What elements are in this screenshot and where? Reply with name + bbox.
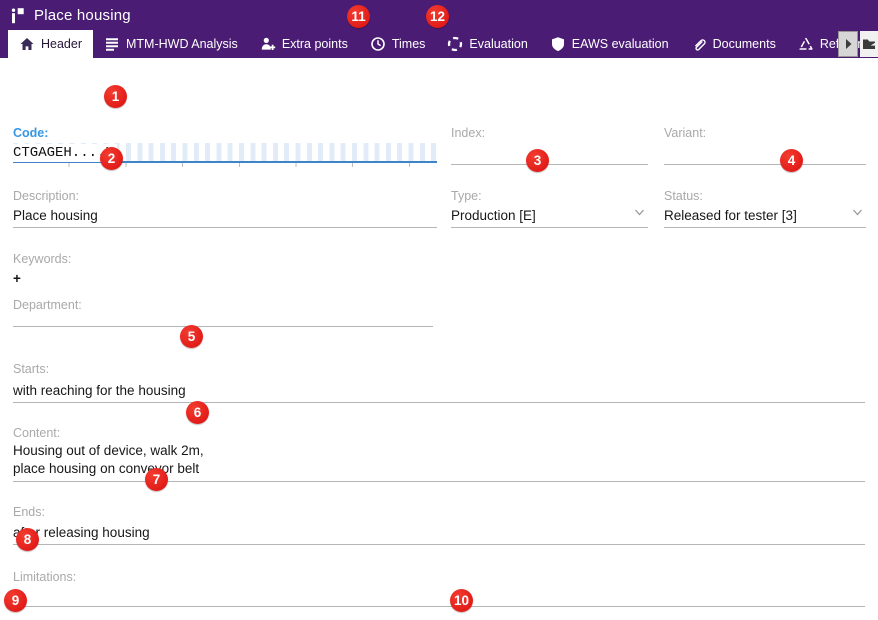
annotation-badge-4: 4 <box>780 149 803 172</box>
field-ends: Ends: after releasing housing <box>13 505 865 545</box>
annotation-badge-9: 9 <box>4 589 27 612</box>
description-input[interactable]: Place housing <box>13 208 98 223</box>
annotation-badge-5: 5 <box>180 325 203 348</box>
description-label: Description: <box>13 189 79 203</box>
recycle-triangle-icon <box>798 36 814 52</box>
annotation-badge-11: 11 <box>347 5 370 28</box>
field-description: Description: Place housing <box>13 189 437 228</box>
field-keywords: Keywords: + <box>13 252 437 288</box>
status-dropdown[interactable]: Released for tester [3] <box>664 208 797 223</box>
tab-label: Times <box>391 37 426 51</box>
tab-eaws-evaluation[interactable]: EAWS evaluation <box>539 30 680 58</box>
starts-label: Starts: <box>13 362 50 376</box>
field-index: Index: <box>451 126 648 165</box>
list-icon <box>104 36 120 52</box>
tab-label: MTM-HWD Analysis <box>126 37 238 51</box>
annotation-badge-2: 2 <box>100 147 123 170</box>
tab-header[interactable]: Header <box>8 30 93 58</box>
tab-label: Extra points <box>281 37 348 51</box>
tab-label: Header <box>41 37 82 51</box>
department-label: Department: <box>13 298 82 312</box>
status-label: Status: <box>664 189 703 203</box>
tab-scroll-right-button[interactable] <box>838 31 858 57</box>
field-limitations: Limitations: <box>13 570 865 607</box>
annotation-badge-6: 6 <box>186 401 209 424</box>
field-content: Content: Housing out of device, walk 2m,… <box>13 426 865 482</box>
variant-label: Variant: <box>664 126 707 140</box>
tab-documents[interactable]: Documents <box>680 30 787 58</box>
content-input[interactable]: Housing out of device, walk 2m, place ho… <box>13 443 204 476</box>
chevron-down-icon[interactable] <box>852 203 863 221</box>
limitations-label: Limitations: <box>13 570 77 584</box>
tab-evaluation[interactable]: Evaluation <box>436 30 538 58</box>
code-input[interactable]: CTGAGEH....H <box>13 143 437 162</box>
annotation-badge-1: 1 <box>104 85 127 108</box>
keywords-label: Keywords: <box>13 252 72 266</box>
chevron-right-icon <box>845 39 851 49</box>
annotation-badge-8: 8 <box>16 528 39 551</box>
code-label: Code: <box>13 126 49 140</box>
content-label: Content: <box>13 426 61 440</box>
field-starts: Starts: with reaching for the housing <box>13 362 865 403</box>
annotation-badge-7: 7 <box>145 468 168 491</box>
tab-times[interactable]: Times <box>359 30 437 58</box>
paperclip-icon <box>691 36 707 52</box>
type-label: Type: <box>451 189 482 203</box>
header-form: Code: CTGAGEH....H Index: Variant: Descr… <box>0 58 878 620</box>
annotation-badge-12: 12 <box>426 5 449 28</box>
field-variant: Variant: <box>664 126 866 165</box>
annotation-badge-10: 10 <box>450 589 473 612</box>
chevron-down-icon[interactable] <box>634 203 645 221</box>
field-type: Type: Production [E] <box>451 189 648 228</box>
tab-strip: Header MTM-HWD Analysis Extra points Tim… <box>0 30 878 58</box>
folder-button[interactable] <box>860 31 878 57</box>
dashed-circle-icon <box>447 36 463 52</box>
app-info-icon <box>9 6 26 25</box>
clock-icon <box>370 36 386 52</box>
tab-mtm-hwd-analysis[interactable]: MTM-HWD Analysis <box>93 30 249 58</box>
code-input-ticks <box>13 163 437 167</box>
person-plus-icon <box>260 36 276 52</box>
home-icon <box>19 36 35 52</box>
add-keyword-control[interactable]: + <box>13 271 21 286</box>
field-department: Department: <box>13 298 433 327</box>
starts-input[interactable]: with reaching for the housing <box>13 383 186 398</box>
folder-icon <box>863 39 875 49</box>
window-title: Place housing <box>34 6 131 24</box>
annotation-badge-3: 3 <box>526 149 549 172</box>
tab-extra-points[interactable]: Extra points <box>249 30 359 58</box>
ends-label: Ends: <box>13 505 45 519</box>
tab-label: Documents <box>712 37 776 51</box>
tab-label: Evaluation <box>469 37 528 51</box>
field-code: Code: CTGAGEH....H <box>13 126 437 167</box>
shield-icon <box>550 36 566 52</box>
type-dropdown[interactable]: Production [E] <box>451 208 536 223</box>
tab-label: EAWS evaluation <box>571 37 669 51</box>
field-status: Status: Released for tester [3] <box>664 189 866 228</box>
index-label: Index: <box>451 126 486 140</box>
